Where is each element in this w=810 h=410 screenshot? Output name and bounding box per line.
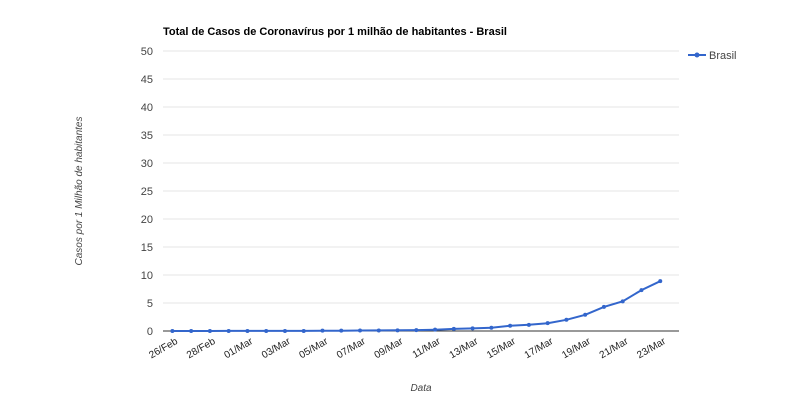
y-tick-label-40: 40 (141, 102, 153, 114)
y-tick-label-50: 50 (141, 46, 153, 58)
x-tick-label-17-Mar: 17/Mar (523, 336, 556, 361)
data-point-17-Mar[interactable] (545, 321, 550, 326)
y-tick-label-5: 5 (147, 298, 153, 310)
chart-title: Total de Casos de Coronavírus por 1 milh… (163, 26, 507, 38)
y-tick-label-15: 15 (141, 242, 153, 254)
data-point-08-Mar[interactable] (376, 328, 381, 333)
data-point-07-Mar[interactable] (358, 328, 363, 333)
data-point-12-Mar[interactable] (451, 326, 456, 331)
x-tick-label-11-Mar: 11/Mar (411, 336, 443, 361)
data-point-14-Mar[interactable] (489, 325, 494, 330)
data-point-21-Mar[interactable] (620, 299, 625, 304)
x-tick-label-03-Mar: 03/Mar (260, 336, 293, 361)
y-tick-label-25: 25 (141, 186, 153, 198)
x-tick-label-09-Mar: 09/Mar (373, 336, 406, 361)
data-point-20-Mar[interactable] (601, 304, 606, 309)
x-tick-label-05-Mar: 05/Mar (298, 336, 331, 361)
legend[interactable]: Brasil (688, 50, 737, 62)
data-point-26-Feb[interactable] (170, 328, 175, 333)
y-tick-label-0: 0 (147, 326, 153, 338)
x-tick-label-23-Mar: 23/Mar (635, 336, 668, 361)
data-point-22-Mar[interactable] (639, 288, 644, 293)
x-tick-label-07-Mar: 07/Mar (335, 336, 368, 361)
grid (163, 50, 679, 332)
data-point-10-Mar[interactable] (414, 328, 419, 333)
data-point-19-Mar[interactable] (583, 312, 588, 317)
data-point-23-Mar[interactable] (658, 279, 663, 284)
data-point-02-Mar[interactable] (264, 328, 269, 333)
x-tick-label-19-Mar: 19/Mar (560, 336, 593, 361)
data-point-13-Mar[interactable] (470, 326, 475, 331)
data-point-16-Mar[interactable] (526, 322, 531, 327)
data-point-01-Mar[interactable] (245, 328, 250, 333)
data-point-11-Mar[interactable] (433, 327, 438, 332)
data-point-05-Mar[interactable] (320, 328, 325, 333)
data-point-27-Feb[interactable] (189, 328, 194, 333)
y-axis-title: Casos por 1 Milhão de habitantes (74, 117, 85, 266)
legend-label-brasil: Brasil (709, 50, 737, 62)
x-tick-label-01-Mar: 01/Mar (222, 336, 255, 361)
y-tick-label-45: 45 (141, 74, 153, 86)
series-line-brasil (172, 280, 661, 332)
x-axis-title: Data (410, 383, 432, 394)
data-point-18-Mar[interactable] (564, 317, 569, 322)
data-point-15-Mar[interactable] (508, 323, 513, 328)
x-tick-label-13-Mar: 13/Mar (448, 336, 481, 361)
data-point-04-Mar[interactable] (301, 328, 306, 333)
y-tick-label-35: 35 (141, 130, 153, 142)
data-point-06-Mar[interactable] (339, 328, 344, 333)
data-point-28-Feb[interactable] (207, 328, 212, 333)
legend-swatch-dot (694, 52, 700, 58)
x-tick-label-28-Feb: 28/Feb (185, 336, 218, 361)
y-axis-ticks: 0 5 10 15 20 25 30 35 40 45 50 (141, 46, 153, 338)
y-tick-label-30: 30 (141, 158, 153, 170)
y-tick-label-10: 10 (141, 270, 153, 282)
series-layer (170, 279, 663, 333)
data-point-03-Mar[interactable] (282, 328, 287, 333)
x-tick-label-21-Mar: 21/Mar (598, 336, 631, 361)
data-point-09-Mar[interactable] (395, 328, 400, 333)
y-tick-label-20: 20 (141, 214, 153, 226)
x-tick-label-15-Mar: 15/Mar (485, 336, 518, 361)
x-tick-label-26-Feb: 26/Feb (147, 336, 180, 361)
x-axis-ticks: 26/Feb 28/Feb 01/Mar 03/Mar 05/Mar 07/Mar 09/M… (147, 336, 668, 361)
data-point-29-Feb[interactable] (226, 328, 231, 333)
